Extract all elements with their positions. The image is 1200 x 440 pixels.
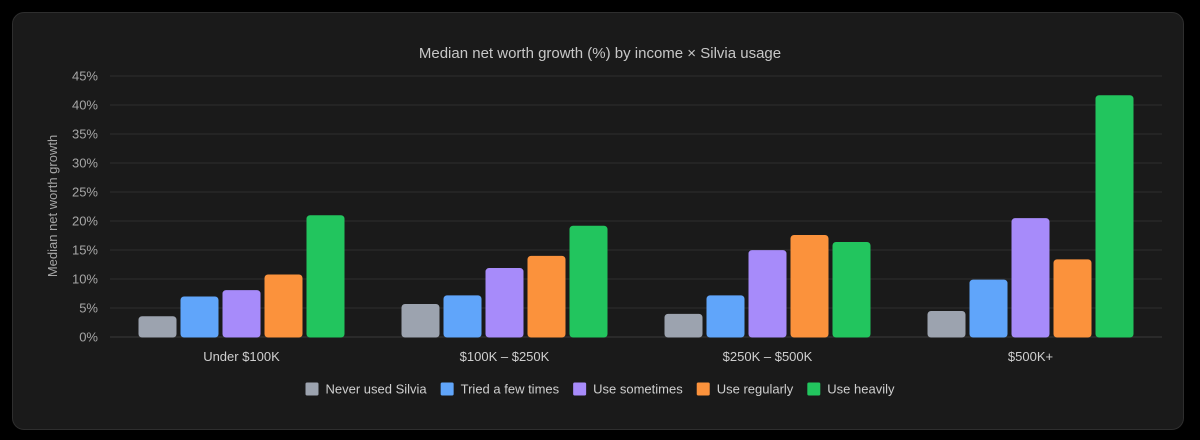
bar: [485, 268, 524, 338]
legend: Never used Silvia Tried a few times Use so…: [305, 382, 895, 397]
bar: [264, 274, 303, 338]
y-tick-label: 40%: [72, 98, 98, 113]
bar: [706, 295, 745, 338]
y-tick-label: 25%: [72, 185, 98, 200]
bar: [790, 235, 829, 338]
bar: [138, 316, 177, 338]
legend-swatch: [440, 382, 454, 396]
x-category-label: $100K – $250K: [460, 349, 550, 364]
legend-label: Use heavily: [827, 382, 895, 397]
bar: [569, 225, 608, 338]
legend-label: Use regularly: [717, 382, 794, 397]
bar: [306, 215, 345, 338]
chart-title: Median net worth growth (%) by income × …: [419, 45, 781, 62]
bar: [1011, 218, 1050, 338]
y-tick-label: 35%: [72, 127, 98, 142]
bar: [748, 250, 787, 338]
y-axis-ticks: 0% 5% 10% 15% 20% 25% 30% 35% 40% 45%: [72, 69, 98, 345]
bar: [969, 279, 1008, 338]
legend-swatch: [807, 382, 821, 396]
y-tick-label: 30%: [72, 156, 98, 171]
bar: [1053, 259, 1092, 338]
y-tick-label: 10%: [72, 272, 98, 287]
legend-swatch: [696, 382, 710, 396]
bar: [443, 295, 482, 338]
y-tick-label: 45%: [72, 69, 98, 84]
legend-swatch: [305, 382, 319, 396]
bars: [138, 95, 1134, 338]
bar: [832, 241, 871, 338]
y-tick-label: 20%: [72, 214, 98, 229]
x-axis-categories: Under $100K $100K – $250K $250K – $500K $50…: [203, 349, 1053, 364]
bar: [927, 310, 966, 338]
bar: [527, 255, 566, 338]
x-category-label: Under $100K: [203, 349, 280, 364]
x-category-label: $500K+: [1008, 349, 1053, 364]
y-axis-title: Median net worth growth: [45, 135, 60, 277]
bar: [180, 296, 219, 338]
legend-label: Tried a few times: [461, 382, 560, 397]
legend-label: Use sometimes: [593, 382, 683, 397]
bar: [401, 304, 440, 338]
legend-swatch: [573, 382, 587, 396]
legend-label: Never used Silvia: [325, 382, 427, 397]
bar: [1095, 95, 1134, 338]
y-tick-label: 15%: [72, 243, 98, 258]
bar: [222, 290, 261, 338]
y-tick-label: 0%: [79, 330, 98, 345]
bar: [664, 313, 703, 338]
y-tick-label: 5%: [79, 301, 98, 316]
x-category-label: $250K – $500K: [723, 349, 813, 364]
